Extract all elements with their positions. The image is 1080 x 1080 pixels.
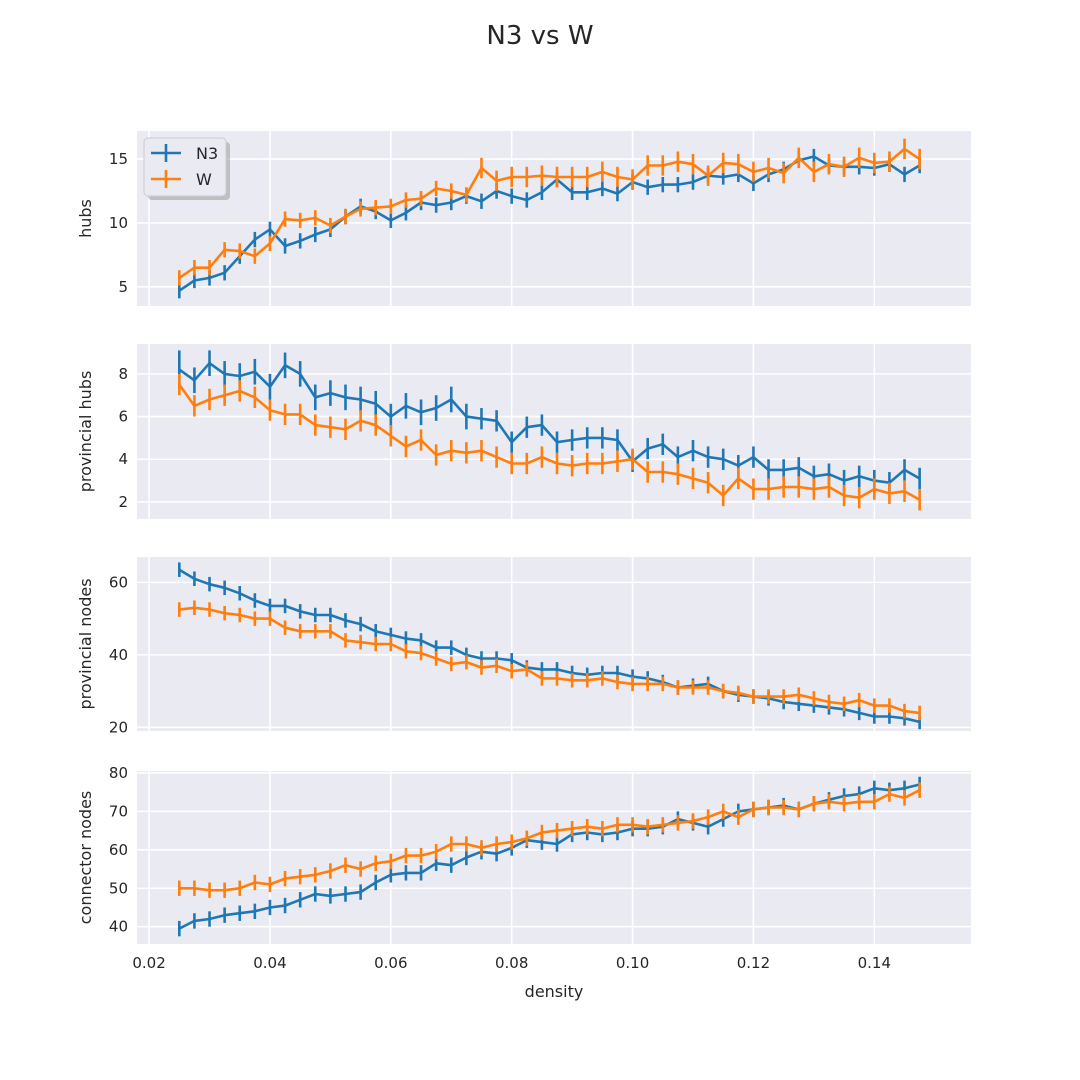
x-axis-label: density [525,982,584,1001]
legend-label-N3: N3 [196,144,218,163]
panel-1: 5 10 15 hubs N3 W [76,131,971,306]
panel-3: 20 40 60 provincial nodes [76,557,971,736]
panel-2: 2 4 6 8 provincial hubs [76,344,971,519]
y-tick-label: 5 [118,278,128,296]
panels: 5 10 15 hubs N3 W 2 4 6 8 provincial hubs 20 40 60 pro… [76,131,971,972]
y-tick-label: 20 [109,718,128,736]
series-W [178,138,921,286]
x-tick-label: 0.14 [858,954,891,972]
series-line-N3 [178,568,920,724]
y-axis-label: provincial nodes [76,578,95,709]
series-line-W [178,383,921,501]
y-tick-label: 4 [118,450,128,468]
y-tick-label: 8 [118,365,128,383]
x-tick-label: 0.08 [495,954,528,972]
y-axis-label: connector nodes [76,791,95,925]
x-tick-label: 0.12 [737,954,770,972]
x-tick-label: 0.06 [374,954,407,972]
y-tick-label: 70 [109,802,128,820]
y-tick-label: 40 [109,646,128,664]
y-tick-label: 60 [109,573,128,591]
y-tick-label: 80 [109,764,128,782]
y-tick-label: 40 [109,918,128,936]
series-W [178,373,921,511]
x-tick-label: 0.10 [616,954,649,972]
y-tick-label: 10 [109,214,128,232]
legend-label-W: W [196,170,212,189]
y-axis-label: provincial hubs [76,371,95,493]
plot-area [137,131,971,306]
series-line-N3 [178,361,921,485]
y-tick-label: 50 [109,879,128,897]
figure-title: N3 vs W [486,21,593,51]
y-tick-label: 2 [118,493,128,511]
y-axis-label: hubs [76,199,95,238]
legend: N3 W [143,137,230,200]
y-tick-label: 15 [109,150,128,168]
x-tick-label: 0.04 [253,954,286,972]
series-line-W [179,789,921,892]
series-line-W [178,147,921,279]
panel-4: 0.02 0.04 0.06 0.08 0.10 0.12 0.14 40 50 60 70 80 co… [76,764,971,972]
plot-area [137,344,971,519]
series-line-W [179,606,920,715]
x-tick-label: 0.02 [132,954,165,972]
series-W [178,782,921,898]
y-tick-label: 60 [109,841,128,859]
series-W [178,600,921,721]
y-tick-label: 6 [118,408,128,426]
series-N3 [178,350,921,494]
